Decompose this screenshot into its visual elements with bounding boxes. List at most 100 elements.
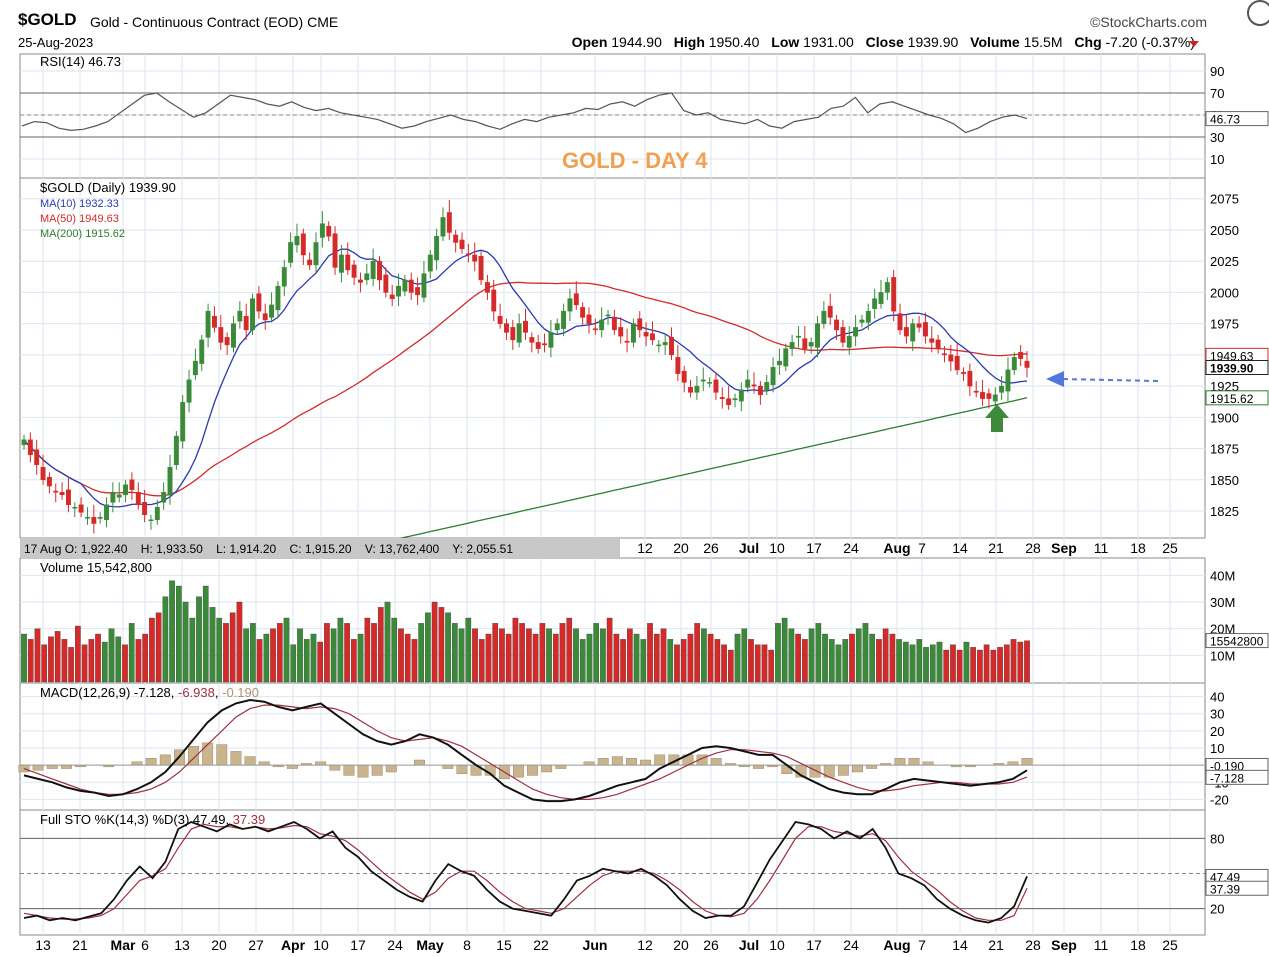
macd-y-tick: 30 bbox=[1210, 707, 1224, 722]
volume-bar bbox=[48, 636, 54, 683]
volume-bar bbox=[983, 644, 990, 683]
candle-body bbox=[808, 342, 814, 347]
close-label: Close bbox=[865, 34, 904, 50]
rsi-y-tick: 10 bbox=[1210, 152, 1224, 167]
x-tick-label-top: 25 bbox=[1162, 540, 1178, 556]
candle-body bbox=[491, 289, 497, 312]
candle-body bbox=[573, 293, 579, 306]
brand-logo[interactable]: ©StockCharts.com bbox=[1090, 14, 1207, 30]
macd-histogram-bar bbox=[60, 764, 72, 769]
candle-body bbox=[662, 342, 668, 346]
volume-bar bbox=[647, 623, 653, 683]
candle-body bbox=[815, 323, 820, 348]
volume-bar bbox=[526, 628, 532, 683]
candle-body bbox=[580, 307, 586, 318]
candle-body bbox=[707, 382, 713, 384]
macd-histogram-bar bbox=[640, 759, 652, 766]
blue-arrow-icon bbox=[1046, 371, 1159, 387]
volume-bar bbox=[499, 628, 505, 683]
rsi-y-tick: 30 bbox=[1210, 130, 1224, 145]
volume-bar bbox=[270, 628, 276, 683]
candle-body bbox=[973, 390, 979, 393]
candle-body bbox=[586, 314, 592, 324]
volume-bar bbox=[660, 628, 667, 683]
sto-title: Full STO %K(14,3) %D(3) 47.49, 37.39 bbox=[40, 812, 265, 827]
candle-body bbox=[891, 277, 897, 312]
candle-body bbox=[123, 484, 129, 496]
candle-body bbox=[472, 254, 478, 262]
candle-body bbox=[484, 282, 490, 293]
macd-histogram-bar bbox=[131, 761, 143, 766]
macd-histogram-bar bbox=[597, 758, 609, 766]
candle-body bbox=[154, 507, 160, 521]
candle-body bbox=[802, 338, 808, 349]
x-tick-label-top: 18 bbox=[1130, 540, 1146, 556]
candle-body bbox=[497, 315, 503, 324]
macd-title-signal: -6.938 bbox=[178, 685, 215, 700]
volume-bar bbox=[209, 607, 216, 683]
volume-bar bbox=[310, 633, 317, 683]
x-tick-label-bottom: 25 bbox=[1162, 937, 1178, 953]
volume-bar bbox=[458, 628, 465, 683]
volume-bar bbox=[876, 639, 882, 683]
legend-ma50: MA(50) 1949.63 bbox=[40, 213, 119, 225]
macd-histogram-bar bbox=[329, 764, 341, 771]
volume-bar bbox=[943, 649, 950, 683]
volume-bar bbox=[196, 596, 202, 683]
candle-body bbox=[351, 264, 357, 278]
volume-y-tick: 30M bbox=[1210, 595, 1235, 610]
candle-body bbox=[999, 385, 1005, 393]
candle-body bbox=[986, 393, 992, 399]
candle-body bbox=[757, 385, 763, 396]
x-tick-label-top: Jul bbox=[739, 540, 759, 556]
close-icon[interactable] bbox=[1247, 0, 1269, 26]
chg-label: Chg bbox=[1074, 34, 1102, 50]
volume-bar bbox=[88, 639, 95, 683]
candle-body bbox=[884, 282, 890, 293]
volume-bar bbox=[128, 623, 135, 683]
volume-bar bbox=[822, 633, 828, 683]
macd-histogram-bar bbox=[1007, 761, 1019, 766]
x-tick-label-bottom: 27 bbox=[248, 937, 264, 953]
volume-bar bbox=[478, 639, 485, 683]
volume-bar bbox=[828, 639, 835, 683]
x-tick-label-bottom: Apr bbox=[281, 937, 306, 953]
volume-bar bbox=[68, 647, 74, 683]
volume-bar bbox=[997, 647, 1003, 683]
price-y-tick: 2025 bbox=[1210, 254, 1239, 269]
x-tick-label-top: 26 bbox=[703, 540, 719, 556]
volume-bar bbox=[250, 623, 256, 683]
candle-body bbox=[427, 254, 433, 272]
macd-histogram-bar bbox=[216, 744, 228, 766]
high-label: High bbox=[673, 34, 705, 50]
candle-body bbox=[713, 379, 719, 393]
candle-body bbox=[719, 397, 725, 399]
candle-body bbox=[605, 314, 611, 317]
volume-bar bbox=[290, 644, 297, 683]
macd-title-main: MACD(12,26,9) -7.128 bbox=[40, 685, 171, 700]
volume-bar bbox=[781, 617, 788, 683]
macd-histogram-bar bbox=[753, 764, 765, 769]
ohlc-summary: Open 1944.90 High 1950.40 Low 1931.00 Cl… bbox=[572, 34, 1203, 50]
volume-bar bbox=[721, 644, 727, 683]
candle-body bbox=[357, 279, 363, 283]
volume-bar bbox=[775, 623, 781, 683]
candle-body bbox=[529, 337, 535, 343]
x-tick-label-bottom: 20 bbox=[673, 937, 689, 953]
ma10-line bbox=[23, 248, 1028, 508]
instrument-title: Gold - Continuous Contract (EOD) bbox=[90, 14, 304, 30]
candle-body bbox=[592, 328, 598, 331]
candle-body bbox=[173, 435, 179, 466]
candle-body bbox=[192, 360, 198, 376]
legend-ma200: MA(200) 1915.62 bbox=[40, 228, 125, 240]
volume-bar bbox=[950, 644, 956, 683]
macd-histogram-bar bbox=[442, 764, 454, 769]
x-tick-label-bottom: 17 bbox=[350, 937, 366, 953]
low-value: 1931.00 bbox=[803, 34, 854, 50]
open-label: Open bbox=[571, 34, 608, 50]
candle-body bbox=[307, 259, 313, 266]
close-last-value: 1939.90 bbox=[1210, 361, 1254, 375]
candle-body bbox=[922, 322, 928, 337]
macd-histogram-bar bbox=[626, 758, 637, 766]
volume-bar bbox=[236, 601, 243, 683]
